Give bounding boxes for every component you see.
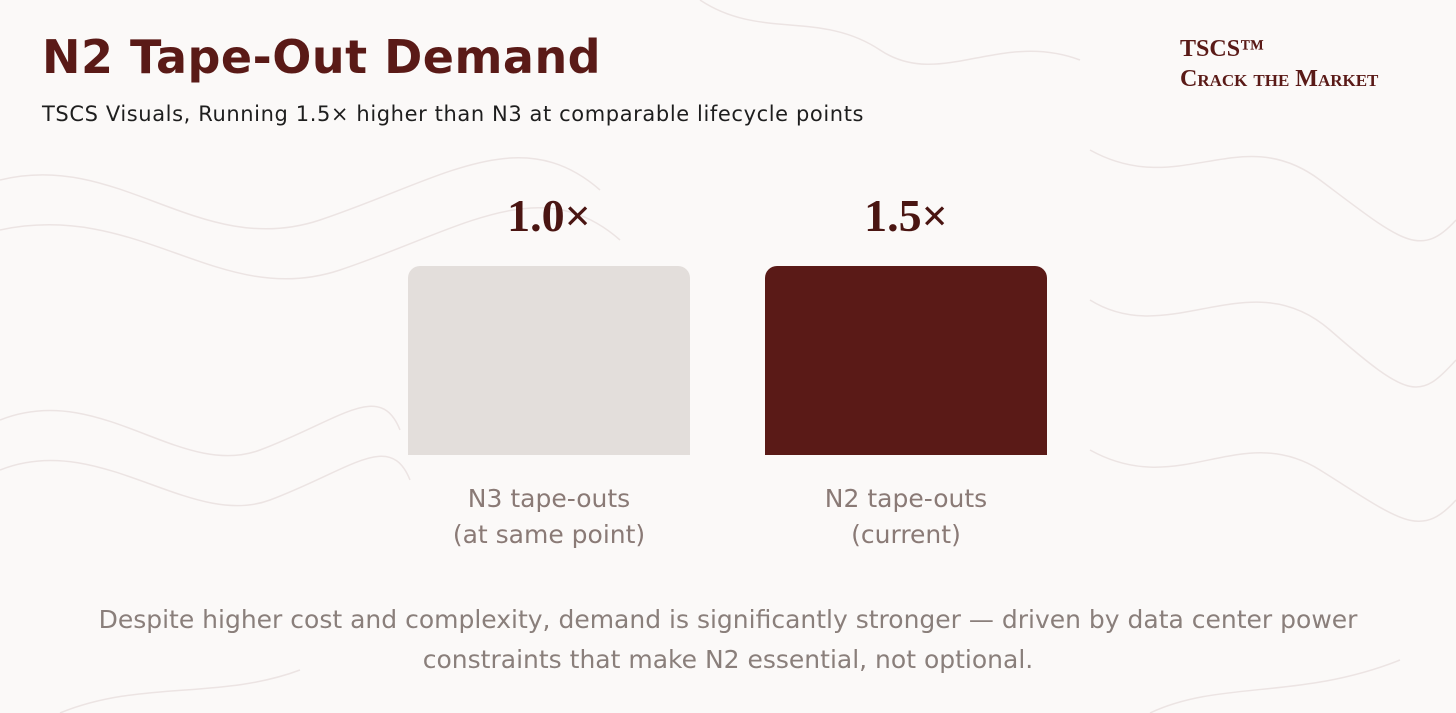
card-label: N3 tape-outs (at same point) bbox=[408, 481, 690, 553]
subtitle: TSCS Visuals, Running 1.5× higher than N… bbox=[42, 102, 865, 126]
title: N2 Tape-Out Demand bbox=[42, 30, 602, 84]
label-line: N2 tape-outs bbox=[824, 484, 988, 513]
card: 1.0× N3 tape-outs (at same point) bbox=[408, 190, 690, 553]
card-box bbox=[765, 266, 1047, 455]
label-line: (current) bbox=[851, 520, 961, 549]
footnote-line: constraints that make N2 essential, not … bbox=[422, 645, 1034, 674]
card-label: N2 tape-outs (current) bbox=[765, 481, 1047, 553]
label-line: (at same point) bbox=[452, 520, 646, 549]
card: 1.5× N2 tape-outs (current) bbox=[765, 190, 1047, 553]
brand-tagline: Crack the Market bbox=[1180, 66, 1379, 92]
footnote: Despite higher cost and complexity, dema… bbox=[0, 600, 1456, 680]
footnote-line: Despite higher cost and complexity, dema… bbox=[98, 605, 1358, 634]
value-label: 1.5× bbox=[864, 190, 948, 241]
card-box bbox=[408, 266, 690, 455]
label-line: N3 tape-outs bbox=[467, 484, 631, 513]
value-label: 1.0× bbox=[507, 190, 591, 241]
brand-name: TSCS™ bbox=[1180, 36, 1265, 62]
